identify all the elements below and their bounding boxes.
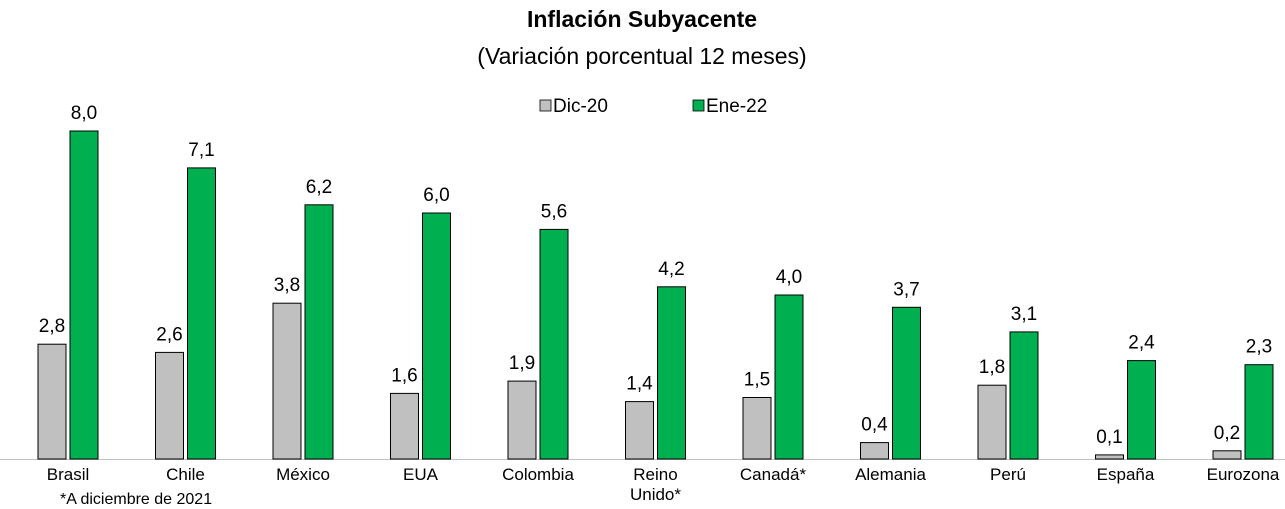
x-tick-label: Perú <box>990 465 1026 484</box>
chart-subtitle: (Variación porcentual 12 meses) <box>477 43 806 69</box>
bar <box>892 306 921 460</box>
x-tick-label: México <box>276 465 330 484</box>
bar <box>774 294 804 460</box>
value-label: 2,6 <box>156 324 182 345</box>
bar <box>1095 454 1124 460</box>
bar <box>1009 331 1039 460</box>
value-label: 4,2 <box>658 259 684 280</box>
x-tick-label: Colombia <box>502 465 574 484</box>
value-label: 1,4 <box>626 374 653 395</box>
bar <box>69 130 99 460</box>
value-label: 6,2 <box>306 177 332 198</box>
bar <box>507 380 537 460</box>
value-label: 4,0 <box>776 267 802 288</box>
bar <box>625 401 654 460</box>
legend-swatch <box>692 99 705 112</box>
bar <box>977 384 1007 460</box>
value-label: 1,8 <box>979 357 1005 378</box>
footnote: *A diciembre de 2021 <box>60 491 212 508</box>
legend-swatch <box>539 99 552 112</box>
bar <box>860 442 889 460</box>
x-tick-label: España <box>1096 465 1155 484</box>
bar <box>1127 360 1156 460</box>
value-label: 0,4 <box>861 415 888 436</box>
value-label: 1,6 <box>391 365 417 386</box>
value-label: 8,0 <box>71 103 97 124</box>
bar <box>539 228 569 460</box>
value-label: 6,0 <box>423 185 449 206</box>
legend-label: Ene-22 <box>706 96 767 117</box>
value-label: 7,1 <box>188 140 214 161</box>
bar <box>390 392 419 460</box>
legend-label: Dic-20 <box>553 96 608 117</box>
bar <box>422 212 451 460</box>
x-tick-label: Alemania <box>855 465 926 484</box>
bar <box>37 343 67 460</box>
value-label: 2,4 <box>1128 333 1155 354</box>
bar <box>1212 450 1242 460</box>
bar <box>155 351 184 460</box>
bar <box>187 167 216 460</box>
x-tick-label: Reino Unido* <box>629 465 682 504</box>
x-tick-label: Eurozona <box>1206 465 1280 484</box>
value-label: 3,8 <box>274 275 300 296</box>
bar <box>1244 364 1274 460</box>
x-tick-label: Chile <box>166 465 205 484</box>
value-label: 0,1 <box>1096 427 1122 448</box>
x-tick-label: Canadá* <box>739 465 807 484</box>
value-label: 5,6 <box>541 201 567 222</box>
bar <box>657 286 686 460</box>
value-label: 1,9 <box>509 353 535 374</box>
bar <box>304 204 334 460</box>
x-tick-label: EUA <box>403 465 438 484</box>
value-label: 0,2 <box>1214 423 1240 444</box>
bar <box>272 302 302 460</box>
x-tick-label: Brasil <box>46 465 90 484</box>
value-label: 2,8 <box>39 316 65 337</box>
value-label: 3,1 <box>1011 304 1037 325</box>
value-label: 3,7 <box>893 279 919 300</box>
bar <box>742 397 772 460</box>
chart-title: Inflación Subyacente <box>527 6 757 32</box>
value-label: 2,3 <box>1246 337 1272 358</box>
value-label: 1,5 <box>744 370 770 391</box>
